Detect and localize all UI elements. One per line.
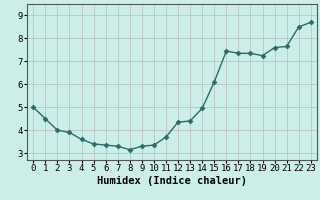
X-axis label: Humidex (Indice chaleur): Humidex (Indice chaleur) <box>97 176 247 186</box>
